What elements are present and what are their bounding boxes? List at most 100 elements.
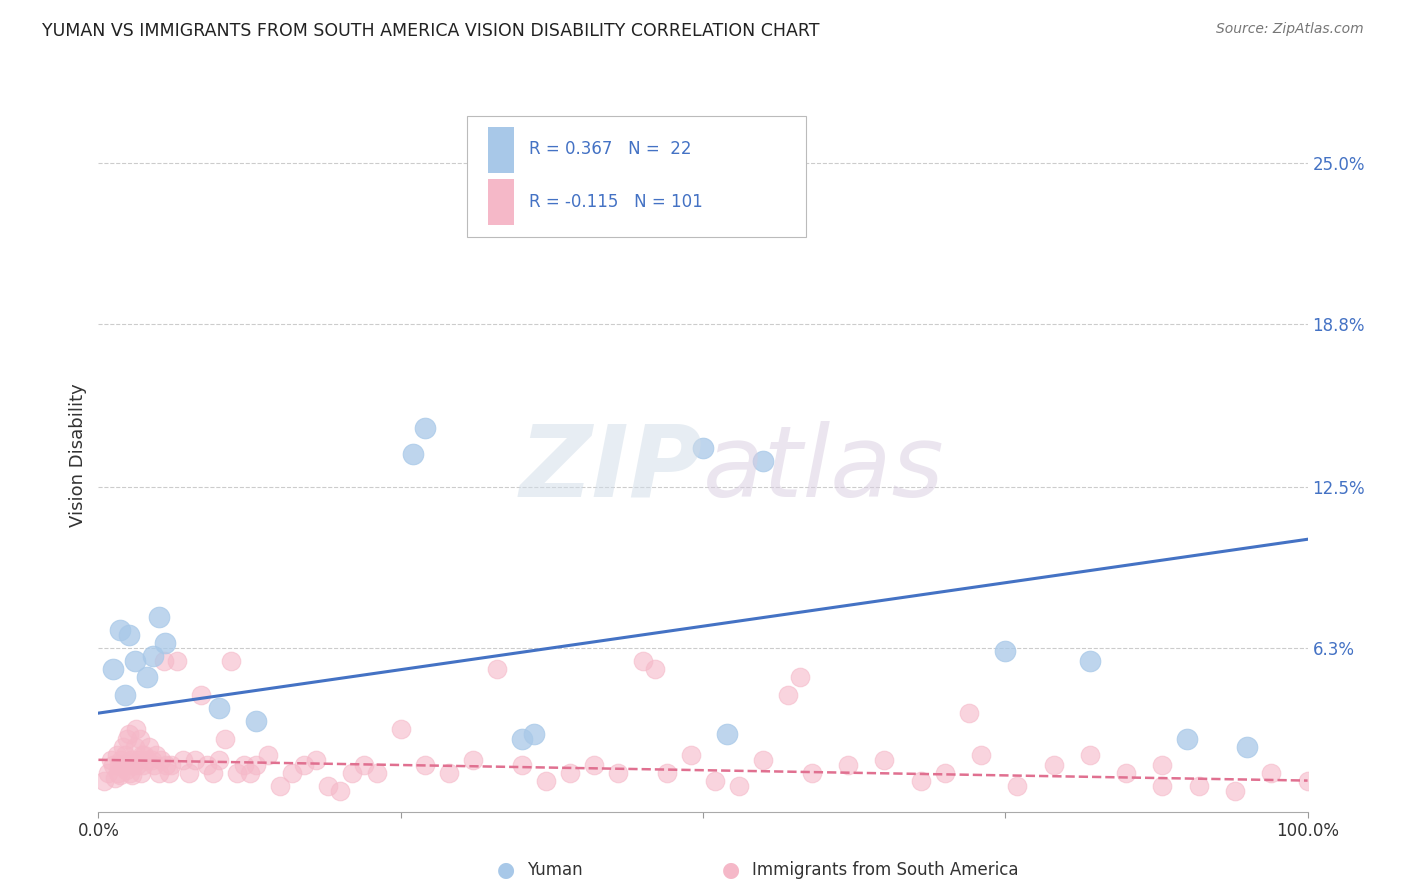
Point xyxy=(413,420,436,434)
Point xyxy=(153,636,176,650)
Point xyxy=(534,773,557,788)
Point xyxy=(1078,747,1101,762)
Point xyxy=(510,758,533,772)
Point xyxy=(134,747,156,762)
Text: ●: ● xyxy=(723,860,740,880)
Point xyxy=(127,753,149,767)
Point xyxy=(143,758,166,772)
Point xyxy=(655,765,678,780)
Point xyxy=(631,654,654,668)
Point xyxy=(118,628,141,642)
Point xyxy=(800,765,823,780)
Point xyxy=(232,758,254,772)
Point xyxy=(1007,779,1029,793)
Point xyxy=(121,768,143,782)
Point xyxy=(558,765,581,780)
Point xyxy=(208,753,231,767)
Point xyxy=(245,758,267,772)
Point xyxy=(366,765,388,780)
Point xyxy=(108,623,131,637)
Point xyxy=(1260,765,1282,780)
Point xyxy=(716,727,738,741)
Point xyxy=(117,732,139,747)
Point xyxy=(107,765,129,780)
Text: R = -0.115   N = 101: R = -0.115 N = 101 xyxy=(529,193,703,211)
Text: R = 0.367   N =  22: R = 0.367 N = 22 xyxy=(529,141,692,159)
Point xyxy=(679,747,702,762)
Point xyxy=(100,753,122,767)
Point xyxy=(179,765,201,780)
Point xyxy=(1152,779,1174,793)
Point xyxy=(108,768,131,782)
Point xyxy=(101,662,124,676)
Point xyxy=(124,654,146,668)
Point xyxy=(108,758,131,772)
Point xyxy=(329,784,352,798)
Point xyxy=(873,753,896,767)
Point xyxy=(292,758,315,772)
Text: atlas: atlas xyxy=(703,421,945,517)
Point xyxy=(221,654,243,668)
Text: ZIP: ZIP xyxy=(520,421,703,517)
Point xyxy=(190,688,212,702)
Text: YUMAN VS IMMIGRANTS FROM SOUTH AMERICA VISION DISABILITY CORRELATION CHART: YUMAN VS IMMIGRANTS FROM SOUTH AMERICA V… xyxy=(42,22,820,40)
Point xyxy=(1078,654,1101,668)
Point xyxy=(1188,779,1211,793)
Point xyxy=(523,727,546,741)
Point xyxy=(131,747,153,762)
Point xyxy=(256,747,278,762)
Point xyxy=(145,747,167,762)
Point xyxy=(692,442,714,456)
Point xyxy=(1223,784,1246,798)
Point xyxy=(342,765,364,780)
Point xyxy=(111,739,134,754)
Point xyxy=(486,662,509,676)
Text: Immigrants from South America: Immigrants from South America xyxy=(752,861,1019,879)
Point xyxy=(837,758,859,772)
Point xyxy=(122,758,145,772)
Point xyxy=(463,753,485,767)
Point xyxy=(402,447,425,461)
Point xyxy=(994,644,1017,658)
Point xyxy=(226,765,249,780)
Point xyxy=(752,753,775,767)
Y-axis label: Vision Disability: Vision Disability xyxy=(69,383,87,527)
FancyBboxPatch shape xyxy=(467,116,806,237)
Point xyxy=(127,758,149,772)
Point xyxy=(389,722,412,736)
Point xyxy=(970,747,993,762)
Point xyxy=(413,758,436,772)
Point xyxy=(160,758,183,772)
Point xyxy=(128,732,150,747)
Point xyxy=(110,753,132,767)
Point xyxy=(208,701,231,715)
Point xyxy=(1236,739,1258,754)
Point xyxy=(353,758,375,772)
Text: Source: ZipAtlas.com: Source: ZipAtlas.com xyxy=(1216,22,1364,37)
Text: ●: ● xyxy=(498,860,515,880)
Point xyxy=(150,753,173,767)
Point xyxy=(1296,773,1319,788)
Bar xyxy=(488,127,515,173)
Point xyxy=(105,747,128,762)
Point xyxy=(281,765,304,780)
Point xyxy=(129,765,152,780)
Point xyxy=(155,758,177,772)
Point xyxy=(1152,758,1174,772)
Point xyxy=(245,714,267,728)
Point xyxy=(607,765,630,780)
Point xyxy=(510,732,533,747)
Point xyxy=(1115,765,1137,780)
Point xyxy=(125,722,148,736)
Point xyxy=(184,753,207,767)
Point xyxy=(112,758,135,772)
Point xyxy=(93,773,115,788)
Bar xyxy=(488,178,515,225)
Point xyxy=(148,765,170,780)
Point xyxy=(101,758,124,772)
Point xyxy=(910,773,932,788)
Point xyxy=(135,670,157,684)
Point xyxy=(934,765,956,780)
Point xyxy=(269,779,291,793)
Point xyxy=(752,454,775,468)
